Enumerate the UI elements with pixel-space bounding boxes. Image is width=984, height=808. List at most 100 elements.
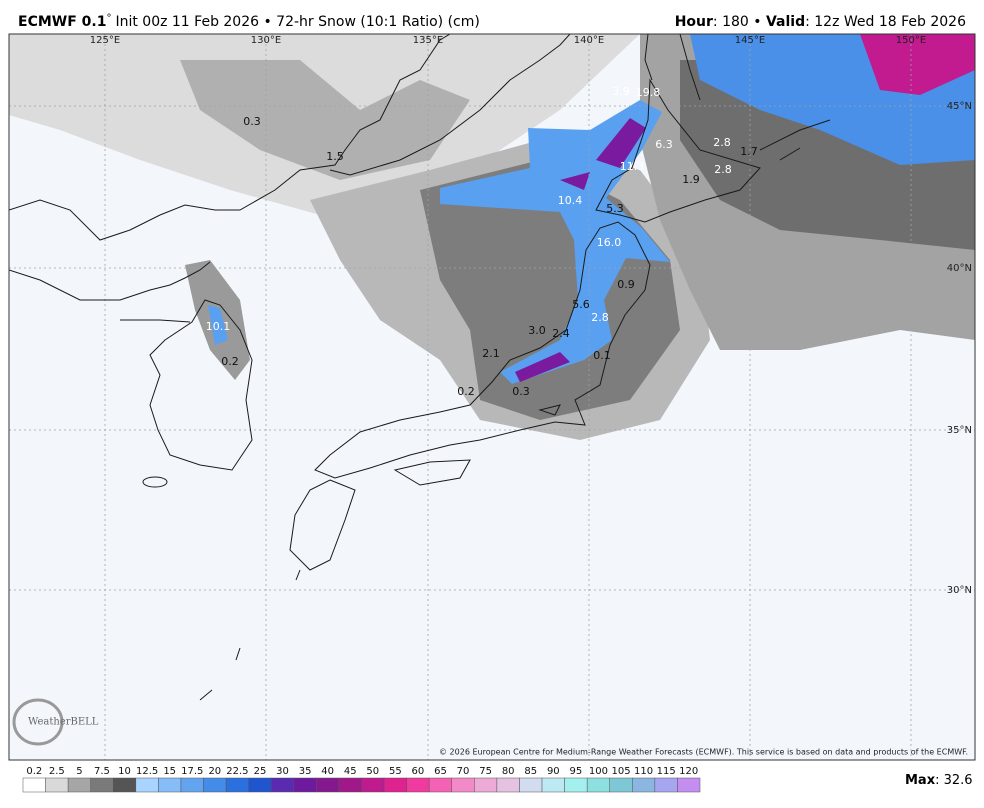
colorbar-label: 80 [502, 766, 515, 777]
jeju [142, 476, 168, 488]
point-value: 0.2 [457, 385, 475, 398]
max-label: Max [905, 773, 936, 788]
color-swatch [519, 777, 543, 793]
colorbar-label: 90 [547, 766, 560, 777]
map: 125°E 130°E 135°E 140°E 145°E 150°E 45°N 40°N 35… [8, 33, 976, 761]
valid-label: Valid [766, 14, 805, 30]
color-swatch [474, 777, 498, 793]
point-value: 0.9 [617, 278, 635, 291]
kyushu [289, 479, 356, 571]
color-swatch [496, 777, 520, 793]
color-swatch [180, 777, 204, 793]
colorbar-label: 110 [634, 766, 653, 777]
colorbar-label: 60 [412, 766, 425, 777]
title: ECMWF 0.1° Init 00z 11 Feb 2026 • 72-hr S… [18, 13, 480, 30]
point-value: 1.7 [740, 145, 758, 158]
latitude-label: 30°N [947, 585, 972, 596]
color-swatch [113, 777, 137, 793]
point-value: 0.3 [243, 115, 261, 128]
color-swatch [586, 777, 610, 793]
coastline [329, 34, 571, 176]
colorbar-label: 85 [524, 766, 537, 777]
colorbar-label: 120 [679, 766, 698, 777]
island [538, 404, 561, 416]
point-value: 3.0 [528, 324, 546, 337]
max: Max: 32.6 [905, 773, 973, 788]
point-value: 5.6 [572, 298, 590, 311]
color-swatch [338, 777, 362, 793]
longitude-label: 140°E [574, 35, 604, 46]
color-swatch [541, 777, 565, 793]
hour-label: Hour [675, 14, 713, 30]
point-value: 16.0 [597, 236, 622, 249]
map-frame [8, 33, 976, 761]
latitude-label: 35°N [947, 425, 972, 436]
point-value: 5.3 [606, 202, 624, 215]
grid [9, 34, 975, 760]
hour: : 180 • [713, 14, 766, 30]
point-value: 2.4 [552, 327, 570, 340]
shikoku [393, 459, 471, 486]
point-value: 0.1 [593, 349, 611, 362]
color-swatch [383, 777, 407, 793]
colorbar-label: 95 [570, 766, 583, 777]
color-swatch [22, 777, 46, 793]
color-swatch [677, 777, 701, 793]
latitude-label: 45°N [947, 101, 972, 112]
color-swatch [428, 777, 453, 793]
copyright: © 2026 European Centre for Medium-Range … [439, 748, 968, 757]
border [120, 319, 191, 323]
longitude-label: 125°E [90, 35, 120, 46]
color-swatch [203, 777, 227, 793]
logo-swirl [12, 698, 64, 746]
colorbar-label: 45 [344, 766, 357, 777]
longitude-label: 130°E [251, 35, 281, 46]
color-swatch [270, 777, 295, 793]
colorbar-label: 35 [299, 766, 312, 777]
point-value: 6.3 [655, 138, 673, 151]
colorbar-label: 30 [276, 766, 289, 777]
colorbar-label: 2.5 [49, 766, 65, 777]
colorbar-label: 5 [76, 766, 82, 777]
point-value: 1.5 [326, 150, 344, 163]
colorbar-label: 65 [434, 766, 447, 777]
logo: WeatherBELL [12, 698, 99, 746]
colorbar-label: 12.5 [136, 766, 158, 777]
color-swatch [654, 777, 678, 793]
color-swatch [316, 777, 340, 793]
snow-purple [515, 118, 646, 382]
color-swatch [158, 777, 182, 793]
point-value: 11.3 [620, 160, 645, 173]
point-value: 3.9 [612, 85, 630, 98]
point-value: 0.3 [512, 385, 530, 398]
point-value: 2.8 [591, 311, 609, 324]
latitude-label: 40°N [947, 263, 972, 274]
color-swatch [248, 777, 272, 793]
color-swatch [90, 777, 114, 793]
sakhalin [644, 34, 701, 101]
colorbar-label: 75 [479, 766, 492, 777]
point-value: 2.8 [714, 163, 732, 176]
valid-time: Hour: 180 • Valid: 12z Wed 18 Feb 2026 [675, 14, 966, 30]
colorbar-label: 40 [321, 766, 334, 777]
colorbar-label: 100 [589, 766, 608, 777]
point-value: 0.2 [221, 355, 239, 368]
snow-blue [440, 100, 670, 384]
model: ECMWF 0.1 [18, 14, 106, 30]
snow-mid [180, 60, 470, 180]
valid: : 12z Wed 18 Feb 2026 [805, 14, 966, 30]
coastlines [9, 34, 831, 701]
color-swatch [67, 777, 91, 793]
max-value: : 32.6 [935, 773, 972, 788]
colorbar-label: 50 [366, 766, 379, 777]
color-swatch [632, 777, 656, 793]
color-swatch [225, 777, 249, 793]
colorbar-label: 10 [118, 766, 131, 777]
colorbar-label: 115 [657, 766, 676, 777]
longitude-label: 135°E [413, 35, 443, 46]
colorbar-label: 55 [389, 766, 402, 777]
color-swatch [609, 777, 633, 793]
map-labels: 125°E 130°E 135°E 140°E 145°E 150°E 45°N 40°N 35… [90, 35, 972, 596]
snow-blue [208, 305, 228, 345]
